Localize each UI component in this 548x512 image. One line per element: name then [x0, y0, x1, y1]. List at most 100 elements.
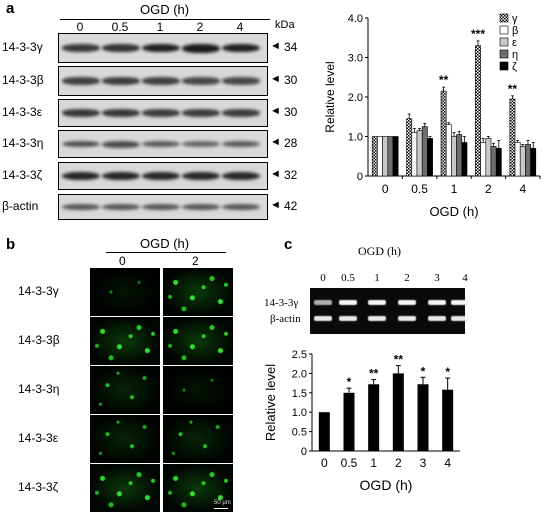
y-tick-label: 0	[357, 171, 363, 183]
micrograph-row-label: 14-3-3η	[18, 382, 60, 396]
blot-row-label: β-actin	[2, 199, 39, 213]
micrograph-tile	[90, 268, 160, 316]
blot-band	[182, 141, 220, 147]
blot-band	[102, 203, 140, 211]
micrograph-tile	[163, 366, 233, 414]
gel-time-label: 1	[374, 272, 380, 284]
blot-arrow-icon: ◄	[270, 199, 281, 211]
gel-band-gamma	[339, 300, 357, 305]
blot-kda-value: 30	[284, 105, 298, 119]
significance-marker: **	[508, 82, 518, 96]
bar	[485, 138, 492, 177]
blot-band	[62, 77, 100, 85]
gel-band-gamma	[314, 300, 332, 305]
y-tick-label: 3.0	[348, 53, 363, 65]
bar	[427, 138, 433, 177]
blot-band	[142, 109, 180, 117]
blot-arrow-icon: ◄	[270, 73, 281, 85]
scale-bar	[214, 508, 228, 509]
x-axis-label: OGD (h)	[429, 204, 478, 219]
blot-band	[102, 77, 140, 85]
blot-band	[62, 140, 100, 148]
y-axis-label: Relative level	[323, 61, 337, 132]
blot-band	[222, 77, 260, 85]
bar	[387, 136, 394, 177]
bar	[461, 142, 468, 177]
blot-time-label: 4	[236, 20, 244, 34]
bar	[495, 148, 502, 177]
blot-band	[62, 203, 100, 211]
bar	[525, 144, 531, 177]
x-axis-label: OGD (h)	[360, 477, 413, 493]
blot-band	[222, 43, 260, 53]
panel-c-letter: c	[284, 236, 293, 253]
bar	[475, 45, 481, 177]
blot-kda-value: 28	[284, 136, 298, 150]
panel-a-letter: a	[6, 0, 15, 17]
blot-row-label: 14-3-3γ	[2, 40, 43, 54]
blot-band	[222, 109, 260, 117]
blot-arrow-icon: ◄	[270, 40, 281, 52]
micrograph-tile	[163, 415, 233, 463]
micrograph-tile	[163, 464, 233, 512]
micrograph-time-label: 0	[119, 254, 126, 268]
micrograph-tile	[90, 415, 160, 463]
bar	[480, 142, 487, 177]
blot-strip	[58, 99, 268, 127]
significance-marker: *	[445, 365, 450, 379]
bar	[421, 126, 428, 177]
blot-arrow-icon: ◄	[270, 105, 281, 117]
blot-kda-value: 42	[284, 199, 298, 213]
legend-swatch	[499, 49, 509, 59]
micrograph-tile	[163, 268, 233, 316]
y-tick-label: 0.5	[292, 427, 307, 439]
y-tick-label: 1.5	[292, 388, 307, 400]
significance-marker: **	[369, 367, 379, 381]
micrograph-row-label: 14-3-3β	[18, 333, 60, 347]
blot-kda-value: 30	[284, 73, 298, 87]
x-tick-label: 0.5	[411, 182, 428, 196]
bar	[519, 146, 526, 177]
blot-time-label: 0	[76, 20, 84, 34]
panel-a-condition-title: OGD (h)	[140, 2, 190, 17]
blot-band	[102, 140, 140, 148]
y-tick-label: 1.0	[292, 407, 307, 419]
blot-band	[102, 44, 140, 52]
panel-c-condition-title: OGD (h)	[358, 244, 401, 258]
blot-band	[222, 203, 260, 211]
blot-band	[222, 140, 260, 148]
bar	[417, 384, 429, 451]
bar	[411, 132, 418, 177]
y-tick-label: 0	[301, 446, 307, 458]
bar	[368, 384, 380, 451]
y-axis-label: Relative level	[263, 364, 278, 441]
bar	[530, 148, 537, 177]
panel-b-letter: b	[6, 236, 16, 253]
blot-band	[182, 77, 220, 85]
gel-label-gamma: 14-3-3γ	[264, 297, 299, 309]
micrograph-tile	[90, 317, 160, 365]
y-tick-label: 1.0	[348, 132, 363, 144]
blot-strip	[58, 33, 268, 63]
significance-marker: ***	[471, 27, 485, 41]
blot-strip	[58, 162, 268, 190]
blot-row-label: 14-3-3β	[2, 73, 44, 87]
panel-c-gel-image	[310, 288, 469, 334]
blot-row-label: 14-3-3η	[2, 136, 44, 150]
significance-marker: **	[439, 73, 449, 87]
significance-marker: *	[421, 364, 426, 378]
blot-band	[182, 171, 220, 181]
micrograph-tile	[90, 464, 160, 512]
blot-kda-value: 32	[284, 168, 298, 182]
x-tick-label: 0	[382, 182, 389, 196]
scale-bar-label: 50 μm	[214, 500, 231, 506]
blot-strip	[58, 66, 268, 96]
gel-time-label: 4	[462, 272, 468, 284]
blot-time-label: 0.5	[111, 20, 129, 34]
x-tick-label: 1	[451, 182, 458, 196]
legend-swatch	[499, 13, 509, 23]
legend-label: ζ	[512, 61, 517, 73]
significance-marker: *	[347, 375, 352, 389]
blot-band	[222, 171, 260, 181]
